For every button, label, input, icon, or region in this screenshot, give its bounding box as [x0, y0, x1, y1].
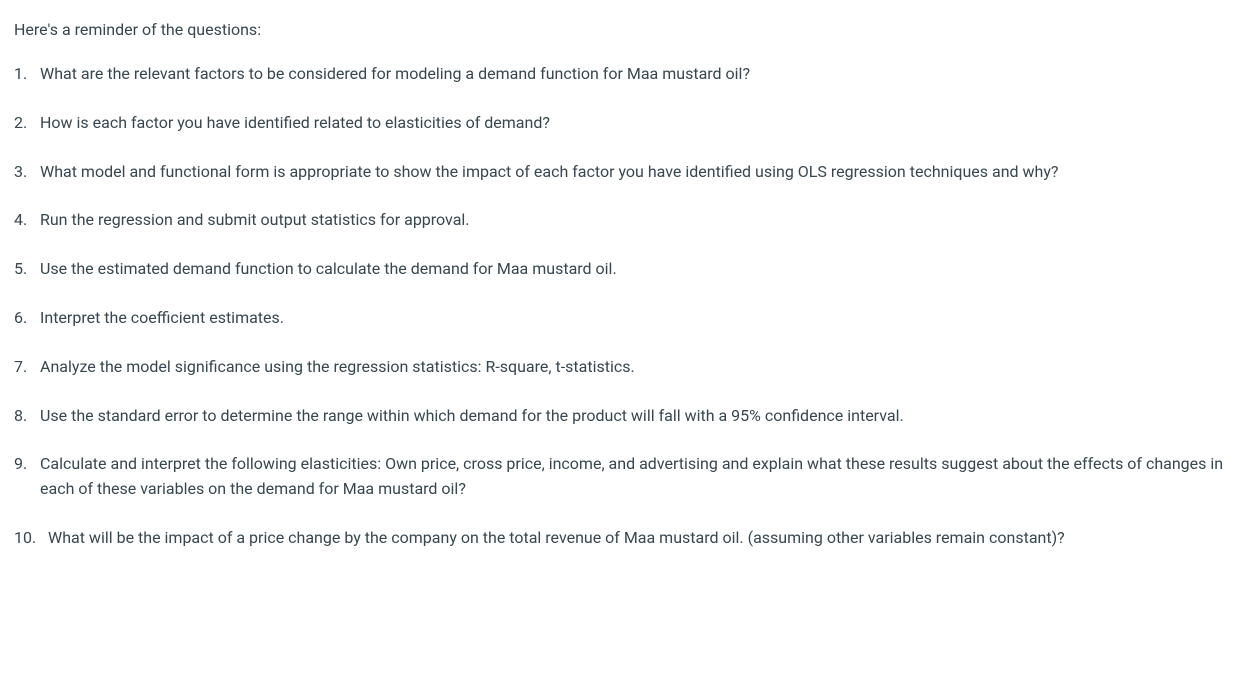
list-item: What model and functional form is approp… [14, 160, 1236, 185]
list-item: Interpret the coefficient estimates. [14, 306, 1236, 331]
list-item: What are the relevant factors to be cons… [14, 62, 1236, 87]
list-item: Use the standard error to determine the … [14, 404, 1236, 429]
list-item: Analyze the model significance using the… [14, 355, 1236, 380]
intro-text: Here's a reminder of the questions: [14, 18, 1236, 42]
list-item: Use the estimated demand function to cal… [14, 257, 1236, 282]
list-item: Calculate and interpret the following el… [14, 452, 1236, 502]
list-item: Run the regression and submit output sta… [14, 208, 1236, 233]
list-item: How is each factor you have identified r… [14, 111, 1236, 136]
list-item: What will be the impact of a price chang… [14, 526, 1236, 551]
questions-list: What are the relevant factors to be cons… [14, 62, 1236, 551]
